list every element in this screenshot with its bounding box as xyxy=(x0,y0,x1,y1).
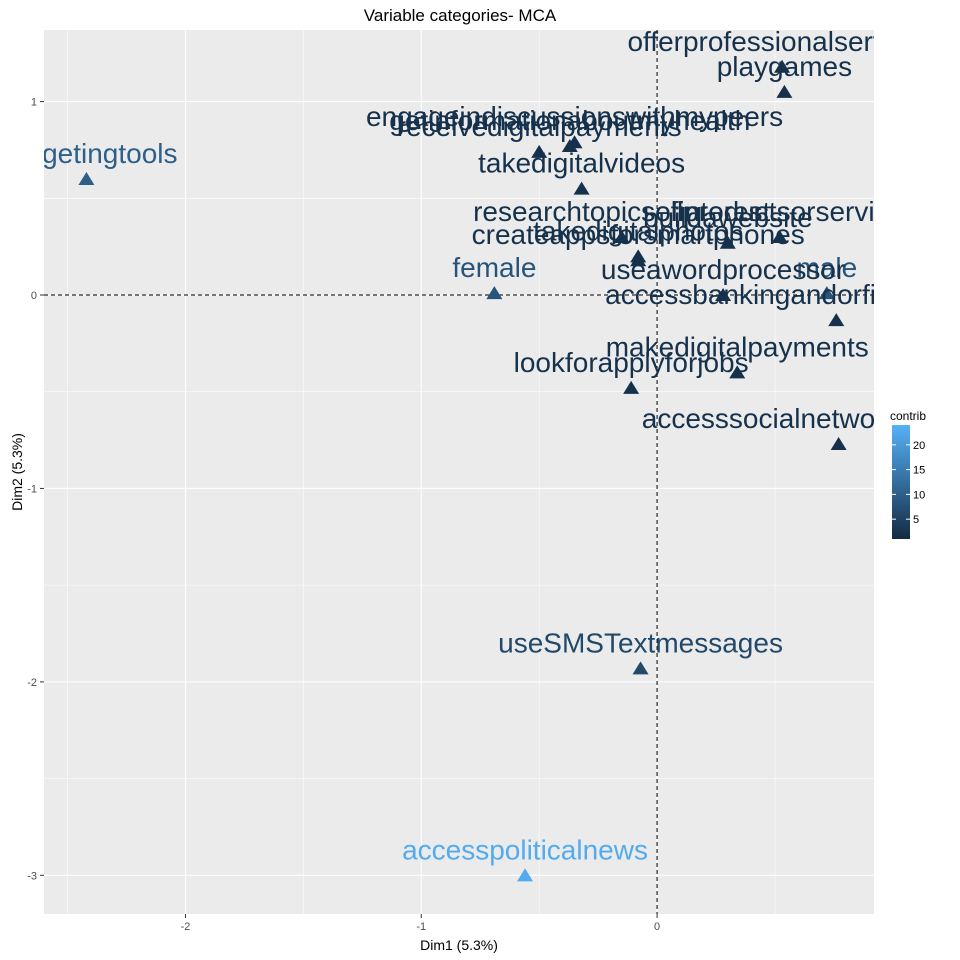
data-points xyxy=(78,59,847,882)
data-point xyxy=(561,139,578,153)
data-point-label: useSMSTextmessages xyxy=(498,627,783,658)
legend-tick-label: 20 xyxy=(913,440,925,452)
y-tick-label: 0 xyxy=(31,290,37,302)
minor-grid xyxy=(44,30,874,914)
data-point xyxy=(623,380,640,394)
data-point xyxy=(771,229,788,243)
legend-tick-label: 10 xyxy=(913,489,925,501)
data-point xyxy=(715,288,732,302)
data-point xyxy=(531,144,548,158)
legend-title: contrib xyxy=(890,409,926,423)
legend-colorbar xyxy=(892,425,910,539)
data-point-label: female xyxy=(452,252,536,283)
chart-title: Variable categories- MCA xyxy=(364,6,557,25)
data-point-label: receivedigitalpayments xyxy=(397,111,682,142)
legend-tick-label: 5 xyxy=(913,514,919,526)
x-tick-label: -1 xyxy=(416,921,426,933)
legend-tick-label: 15 xyxy=(913,465,925,477)
y-tick-label: -1 xyxy=(27,483,37,495)
data-point-label: takedigitalphotos xyxy=(533,215,743,246)
data-point-label: engageindiscussionswithmypeers xyxy=(366,101,783,132)
color-legend: contrib 5 10 15 20 xyxy=(890,409,926,539)
data-point xyxy=(78,171,95,185)
data-point-label: lookforapplyforjobs xyxy=(514,347,749,378)
data-point xyxy=(573,181,590,195)
x-tick-label: -2 xyxy=(181,921,191,933)
y-axis-ticks: 1 0 -1 -2 -3 xyxy=(27,97,44,882)
data-point-label: buildawebsite xyxy=(643,202,813,233)
data-point-label: accessbankingandorfinancialservices xyxy=(605,279,960,310)
data-point xyxy=(776,84,793,98)
data-point-label: budgetingtools xyxy=(0,138,178,169)
data-point-label: makedigitalpayments xyxy=(606,331,869,362)
y-axis-title: Dim2 (5.3%) xyxy=(9,433,25,511)
data-point-label: researchtopicsofinterest xyxy=(473,196,770,227)
data-point xyxy=(632,661,649,675)
data-point xyxy=(828,313,845,327)
data-point-label: accesssocialnetworksFacebook xyxy=(642,403,960,434)
y-tick-label: 1 xyxy=(31,97,37,109)
data-point-label: takedigitalvideos xyxy=(478,148,685,179)
data-point-label: playgames xyxy=(717,51,852,82)
data-point xyxy=(774,59,791,73)
data-point-label: sellproductsorservices xyxy=(641,196,918,227)
legend-ticks: 5 10 15 20 xyxy=(892,440,925,526)
x-axis-ticks: -2 -1 0 xyxy=(181,914,660,933)
data-point xyxy=(517,868,534,882)
x-tick-label: 0 xyxy=(654,921,660,933)
plot-panel xyxy=(44,30,874,914)
data-point xyxy=(818,286,835,300)
data-point xyxy=(486,286,503,300)
data-point xyxy=(613,229,630,243)
data-point-label: male xyxy=(796,252,857,283)
data-point-label: accesspoliticalnews xyxy=(402,834,648,865)
x-axis-title: Dim1 (5.3%) xyxy=(420,937,498,953)
data-point xyxy=(830,436,847,450)
y-tick-label: -3 xyxy=(27,870,37,882)
data-point xyxy=(630,253,647,267)
data-point-label: createappsforsmartphones xyxy=(472,219,805,250)
data-point xyxy=(719,235,736,249)
data-point xyxy=(729,365,746,379)
data-point-label: offerprofessionalservices xyxy=(627,26,936,57)
y-tick-label: -2 xyxy=(27,677,37,689)
reference-lines xyxy=(44,30,874,914)
data-point-label: getinformationaboutmyhealth xyxy=(389,105,750,136)
data-point-label: useawordprocessor xyxy=(601,254,845,285)
